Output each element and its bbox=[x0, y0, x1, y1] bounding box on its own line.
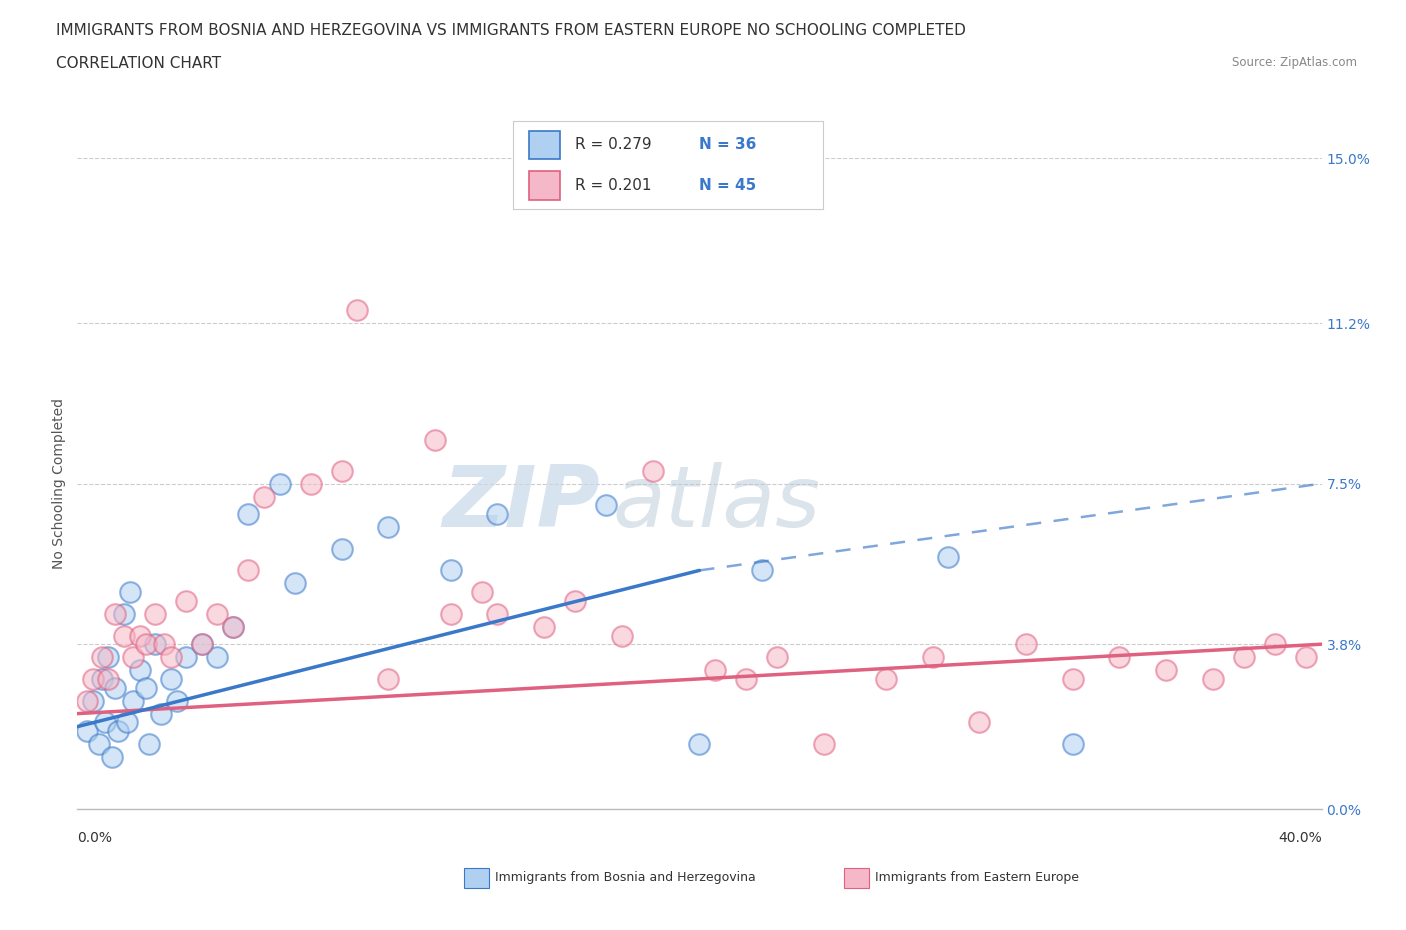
Point bbox=[128, 663, 150, 678]
Point bbox=[104, 680, 127, 695]
Point bbox=[766, 650, 789, 665]
Point bbox=[153, 637, 176, 652]
Point bbox=[735, 671, 758, 686]
Point bbox=[330, 541, 353, 556]
Point bbox=[486, 606, 509, 621]
Text: 40.0%: 40.0% bbox=[1278, 830, 1322, 844]
Point bbox=[100, 750, 122, 764]
Text: R = 0.279: R = 0.279 bbox=[575, 138, 651, 153]
Point bbox=[143, 637, 166, 652]
Text: 0.0%: 0.0% bbox=[77, 830, 112, 844]
Point bbox=[166, 693, 188, 708]
Point bbox=[1062, 737, 1084, 751]
Point bbox=[76, 724, 98, 738]
Point bbox=[191, 637, 214, 652]
Point bbox=[969, 715, 991, 730]
Point bbox=[253, 489, 276, 504]
Point bbox=[122, 650, 145, 665]
Point bbox=[135, 637, 157, 652]
Point bbox=[150, 706, 173, 721]
Point bbox=[1015, 637, 1038, 652]
Point bbox=[112, 628, 135, 643]
Point bbox=[82, 693, 104, 708]
Text: N = 36: N = 36 bbox=[699, 138, 756, 153]
Point bbox=[1233, 650, 1256, 665]
Point bbox=[94, 715, 117, 730]
Point bbox=[238, 507, 260, 522]
Point bbox=[82, 671, 104, 686]
Point bbox=[689, 737, 711, 751]
Point bbox=[191, 637, 214, 652]
Point bbox=[222, 619, 245, 634]
Point bbox=[143, 606, 166, 621]
Point bbox=[174, 593, 197, 608]
Point bbox=[377, 520, 399, 535]
Point bbox=[440, 606, 463, 621]
Text: IMMIGRANTS FROM BOSNIA AND HERZEGOVINA VS IMMIGRANTS FROM EASTERN EUROPE NO SCHO: IMMIGRANTS FROM BOSNIA AND HERZEGOVINA V… bbox=[56, 23, 966, 38]
Point bbox=[97, 671, 120, 686]
Point bbox=[104, 606, 127, 621]
Point bbox=[533, 619, 555, 634]
Point bbox=[138, 737, 160, 751]
Point bbox=[330, 463, 353, 478]
Text: Immigrants from Bosnia and Herzegovina: Immigrants from Bosnia and Herzegovina bbox=[495, 871, 755, 884]
Point bbox=[921, 650, 943, 665]
Point bbox=[875, 671, 897, 686]
Point bbox=[174, 650, 197, 665]
Point bbox=[1264, 637, 1286, 652]
Point bbox=[346, 302, 368, 317]
Point bbox=[813, 737, 835, 751]
Text: Source: ZipAtlas.com: Source: ZipAtlas.com bbox=[1232, 56, 1357, 69]
Point bbox=[1154, 663, 1177, 678]
Text: atlas: atlas bbox=[613, 461, 820, 545]
Point bbox=[91, 671, 114, 686]
Point bbox=[159, 650, 181, 665]
Point bbox=[107, 724, 129, 738]
Point bbox=[87, 737, 110, 751]
Point bbox=[76, 693, 98, 708]
Point bbox=[207, 650, 229, 665]
Point bbox=[641, 463, 664, 478]
Point bbox=[135, 680, 157, 695]
Point bbox=[486, 507, 509, 522]
Y-axis label: No Schooling Completed: No Schooling Completed bbox=[52, 398, 66, 569]
Point bbox=[97, 650, 120, 665]
Point bbox=[269, 476, 291, 491]
Text: CORRELATION CHART: CORRELATION CHART bbox=[56, 56, 221, 71]
Point bbox=[423, 432, 446, 447]
Point bbox=[595, 498, 617, 512]
Point bbox=[284, 576, 307, 591]
Point bbox=[207, 606, 229, 621]
FancyBboxPatch shape bbox=[529, 130, 560, 159]
Point bbox=[704, 663, 727, 678]
Point bbox=[122, 693, 145, 708]
Point bbox=[115, 715, 138, 730]
Point bbox=[128, 628, 150, 643]
Point bbox=[159, 671, 181, 686]
Point bbox=[238, 563, 260, 578]
Point bbox=[112, 606, 135, 621]
Point bbox=[299, 476, 322, 491]
Point bbox=[120, 585, 142, 600]
Text: N = 45: N = 45 bbox=[699, 178, 756, 193]
FancyBboxPatch shape bbox=[529, 171, 560, 200]
Point bbox=[1295, 650, 1317, 665]
Point bbox=[471, 585, 494, 600]
Text: R = 0.201: R = 0.201 bbox=[575, 178, 651, 193]
Point bbox=[377, 671, 399, 686]
Point bbox=[610, 628, 633, 643]
Point bbox=[564, 593, 586, 608]
Point bbox=[938, 550, 960, 565]
Point bbox=[222, 619, 245, 634]
Text: Immigrants from Eastern Europe: Immigrants from Eastern Europe bbox=[875, 871, 1078, 884]
Point bbox=[1062, 671, 1084, 686]
Point bbox=[751, 563, 773, 578]
Text: ZIP: ZIP bbox=[443, 461, 600, 545]
Point bbox=[1108, 650, 1130, 665]
Point bbox=[1202, 671, 1225, 686]
Point bbox=[91, 650, 114, 665]
Point bbox=[440, 563, 463, 578]
